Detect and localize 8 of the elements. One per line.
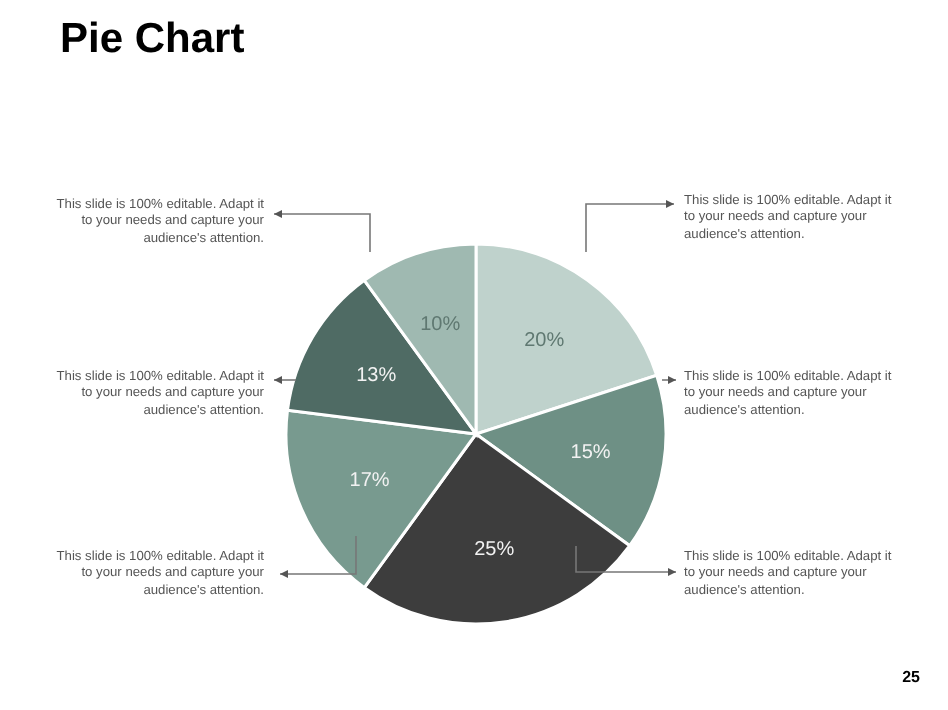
data-label: 17% [349, 470, 390, 493]
text: 25 [902, 668, 920, 686]
data-label: 15% [570, 442, 611, 465]
chart-title: Pie Chart [60, 16, 245, 64]
data-label: 25% [474, 538, 515, 561]
data-label: 10% [420, 313, 461, 336]
data-label: 13% [356, 364, 397, 387]
data-label: 20% [524, 330, 565, 353]
